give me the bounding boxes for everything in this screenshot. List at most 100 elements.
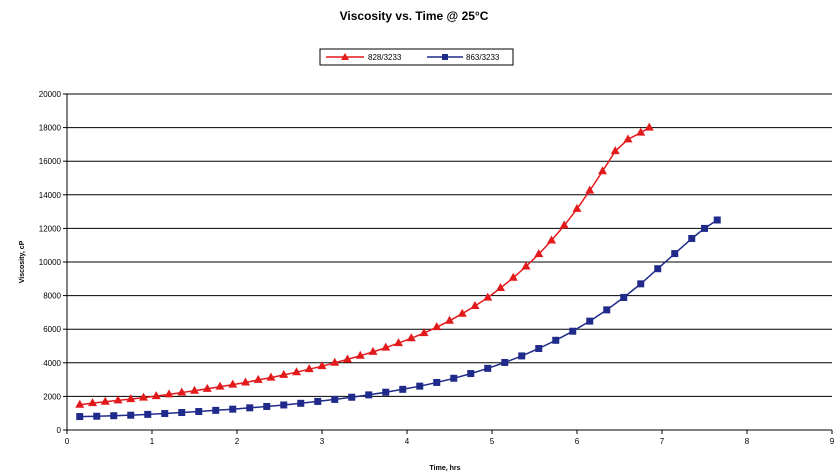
y-tick-label: 16000 [39, 157, 62, 166]
y-tick-label: 10000 [39, 258, 62, 267]
data-point [399, 385, 407, 393]
data-point [266, 372, 276, 381]
data-point [202, 383, 212, 392]
data-point [484, 364, 492, 372]
x-tick-label: 3 [320, 437, 325, 446]
x-tick-label: 0 [65, 437, 70, 446]
y-tick-label: 0 [57, 426, 62, 435]
data-point [144, 410, 152, 418]
data-point [671, 250, 679, 258]
data-point [330, 357, 340, 366]
data-point [483, 292, 493, 301]
data-point [241, 377, 250, 386]
y-tick-label: 4000 [43, 359, 61, 368]
data-point [445, 315, 454, 324]
data-point [610, 146, 620, 155]
series-line [79, 219, 718, 418]
data-point [113, 395, 123, 404]
data-point [688, 234, 696, 242]
data-point [603, 306, 611, 314]
data-point [190, 385, 199, 394]
data-point [314, 397, 322, 405]
data-point [382, 388, 390, 396]
x-axis-ticks: 0 1 2 3 4 5 6 7 8 9 [65, 430, 834, 446]
data-point [416, 382, 424, 390]
x-tick-label: 7 [660, 437, 665, 446]
data-point [701, 224, 708, 232]
data-point [292, 367, 301, 376]
x-axis-title: Time, hrs [430, 465, 461, 472]
data-point [331, 395, 339, 403]
y-tick-label: 6000 [43, 325, 61, 334]
data-point [598, 166, 607, 175]
y-tick-label: 14000 [39, 191, 62, 200]
data-point [406, 333, 416, 342]
data-point [457, 308, 467, 317]
series [75, 122, 721, 421]
data-point [280, 401, 288, 409]
data-point [381, 342, 391, 351]
data-point [355, 350, 365, 359]
data-point [93, 412, 101, 420]
data-point [432, 322, 442, 331]
x-tick-label: 9 [830, 437, 834, 446]
chart-title: Viscosity vs. Time @ 25°C [340, 9, 489, 23]
y-tick-label: 20000 [39, 90, 62, 99]
data-point [297, 399, 305, 407]
data-point [636, 127, 646, 136]
data-point [75, 399, 85, 408]
data-point [228, 379, 238, 388]
data-point [586, 317, 594, 325]
data-point [496, 283, 505, 292]
data-point [76, 413, 84, 421]
data-point [559, 220, 569, 229]
y-axis-title: Viscosity, cP [19, 240, 26, 283]
data-point [654, 265, 662, 273]
data-point [547, 235, 556, 244]
x-tick-label: 1 [150, 437, 155, 446]
data-point [151, 391, 161, 400]
data-point [637, 280, 645, 288]
data-point [623, 134, 633, 143]
data-point [215, 381, 225, 390]
data-point [139, 392, 148, 401]
data-point [365, 391, 373, 399]
data-point [501, 358, 509, 366]
data-point [229, 405, 237, 413]
data-point [470, 301, 480, 310]
data-point [644, 122, 654, 131]
data-point [394, 338, 403, 347]
series-0 [75, 122, 654, 408]
data-point [246, 404, 254, 412]
data-point [467, 370, 475, 378]
data-point [317, 361, 327, 370]
data-point [161, 410, 169, 418]
data-point [508, 272, 518, 281]
data-point [177, 387, 187, 396]
data-point [100, 396, 110, 405]
data-point [88, 398, 97, 407]
data-point [534, 249, 544, 258]
legend-marker-828 [341, 53, 349, 60]
y-axis-ticks: 0 2000 4000 6000 8000 10000 12000 14000 16000 180… [39, 90, 67, 435]
data-point [585, 185, 595, 194]
x-tick-label: 8 [745, 437, 750, 446]
data-point [713, 216, 721, 224]
y-tick-label: 18000 [39, 124, 62, 133]
data-point [279, 369, 289, 378]
legend-label-863: 863/3233 [466, 53, 500, 62]
data-point [433, 378, 441, 386]
legend-box [319, 48, 514, 66]
data-point [521, 261, 531, 270]
data-point [348, 393, 356, 401]
x-tick-label: 2 [235, 437, 240, 446]
legend: 828/3233 863/3233 [319, 48, 514, 66]
legend-label-828: 828/3233 [368, 53, 402, 62]
data-point [572, 203, 582, 212]
data-point [178, 409, 186, 417]
x-tick-label: 6 [575, 437, 580, 446]
data-point [552, 336, 560, 344]
legend-marker-863 [442, 54, 448, 60]
y-tick-label: 12000 [39, 224, 62, 233]
